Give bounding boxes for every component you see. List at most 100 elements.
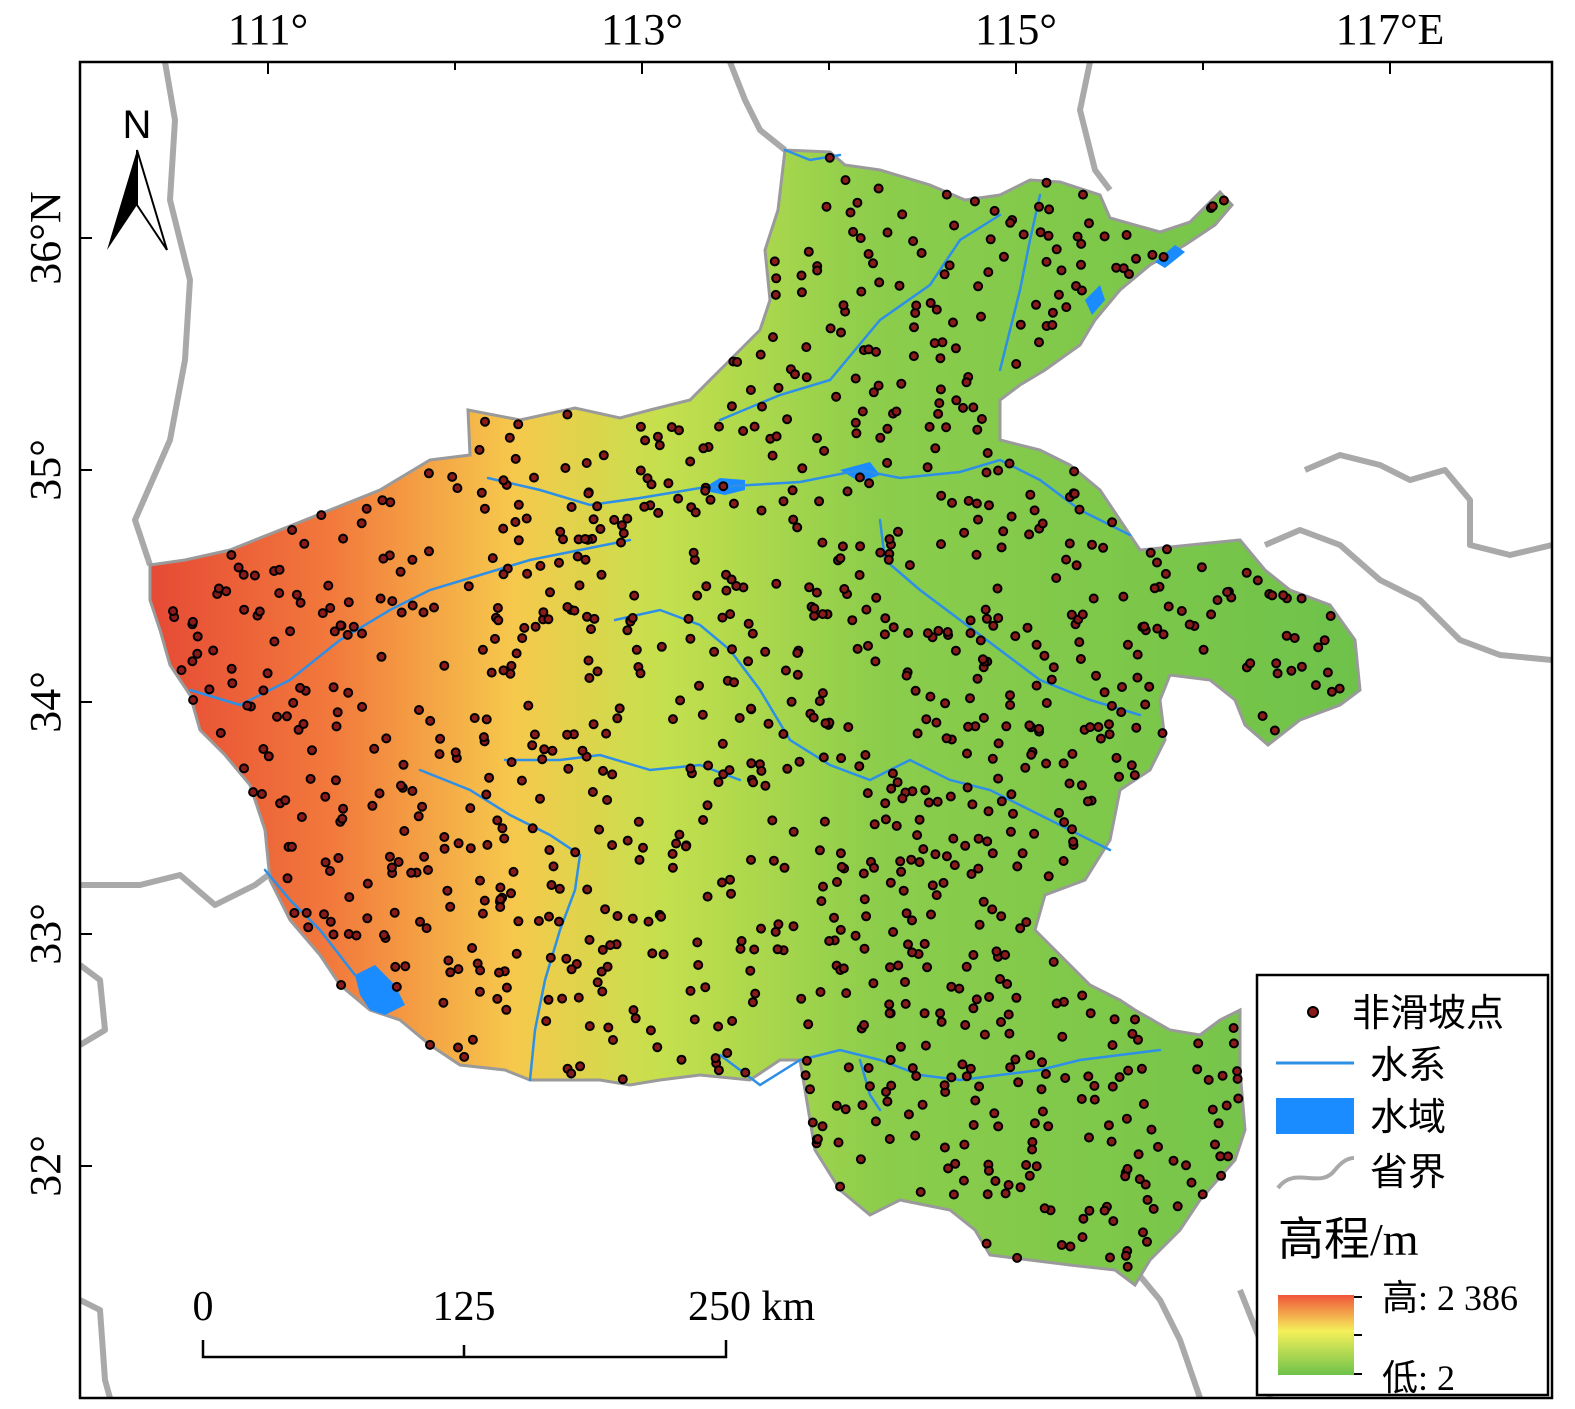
non-landslide-point (1296, 593, 1307, 604)
non-landslide-point (1022, 622, 1033, 633)
non-landslide-point (908, 351, 919, 362)
non-landslide-point (1163, 601, 1174, 612)
non-landslide-point (511, 648, 522, 659)
non-landslide-point (897, 209, 908, 220)
non-landslide-point (274, 564, 285, 575)
non-landslide-point (1077, 609, 1088, 620)
non-landslide-point (756, 923, 766, 934)
non-landslide-point (796, 270, 807, 281)
non-landslide-point (386, 862, 397, 873)
non-landslide-point (982, 448, 993, 458)
non-landslide-point (1012, 1252, 1023, 1263)
non-landslide-point (904, 560, 915, 571)
non-landslide-point (1006, 789, 1017, 800)
non-landslide-point (946, 1072, 957, 1083)
non-landslide-point (969, 196, 980, 207)
non-landslide-point (307, 745, 317, 756)
non-landslide-point (815, 987, 826, 997)
non-landslide-point (949, 220, 960, 231)
non-landslide-point (1076, 780, 1087, 791)
non-landslide-point (873, 380, 884, 391)
non-landslide-point (1120, 1250, 1131, 1261)
non-landslide-point (698, 815, 709, 825)
non-landslide-point (962, 748, 972, 759)
non-landslide-point (884, 1134, 895, 1144)
non-landslide-point (486, 667, 497, 678)
non-landslide-point (812, 433, 822, 444)
non-landslide-point (868, 387, 879, 398)
non-landslide-point (1099, 1205, 1110, 1216)
non-landslide-point (1034, 723, 1044, 734)
non-landslide-point (963, 495, 974, 506)
non-landslide-point (974, 919, 985, 930)
non-landslide-point (569, 605, 580, 616)
non-landslide-point (760, 780, 771, 791)
elevation-color-ramp (1278, 1295, 1354, 1375)
non-landslide-point (192, 631, 203, 642)
non-landslide-point (717, 877, 727, 888)
non-landslide-point (414, 705, 424, 715)
non-landslide-point (1005, 826, 1016, 837)
non-landslide-point (493, 615, 504, 626)
non-landslide-point (987, 904, 998, 915)
non-landslide-point (980, 604, 991, 615)
non-landslide-point (1059, 817, 1070, 828)
non-landslide-point (188, 695, 199, 705)
non-landslide-point (757, 401, 767, 412)
non-landslide-point (357, 701, 368, 712)
non-landslide-point (1010, 631, 1021, 642)
non-landslide-point (864, 478, 875, 489)
non-landslide-point (788, 826, 799, 837)
non-landslide-point (328, 682, 339, 693)
non-landslide-point (671, 838, 682, 849)
lat-label-32: 32° (21, 1135, 70, 1197)
non-landslide-point (805, 1084, 815, 1095)
non-landslide-point (1051, 573, 1062, 583)
non-landslide-point (570, 847, 581, 858)
non-landslide-point (533, 916, 544, 926)
non-landslide-point (1121, 1113, 1132, 1124)
non-landslide-point (1207, 1104, 1218, 1115)
non-landslide-point (586, 624, 596, 635)
non-landslide-point (546, 880, 557, 890)
non-landslide-point (971, 549, 982, 560)
non-landslide-point (959, 1139, 970, 1150)
non-landslide-point (474, 444, 485, 455)
non-landslide-point (950, 645, 961, 656)
non-landslide-point (204, 684, 215, 695)
non-landslide-point (1162, 544, 1172, 555)
non-landslide-point (1037, 1057, 1047, 1068)
non-landslide-point (249, 570, 260, 581)
non-landslide-point (1072, 231, 1083, 242)
non-landslide-point (516, 775, 527, 786)
non-landslide-point (996, 1017, 1006, 1027)
non-landslide-point (443, 955, 454, 966)
non-landslide-point (710, 1053, 721, 1064)
non-landslide-point (693, 960, 704, 970)
non-landslide-point (935, 1008, 946, 1019)
non-landslide-point (601, 728, 612, 739)
non-landslide-point (803, 1019, 814, 1030)
non-landslide-point (1271, 658, 1282, 669)
non-landslide-point (296, 812, 307, 822)
non-landslide-point (857, 406, 868, 417)
non-landslide-point (855, 233, 866, 244)
non-landslide-point (856, 286, 867, 297)
non-landslide-point (782, 763, 793, 774)
non-landslide-point (541, 1016, 552, 1027)
non-landslide-point (1252, 575, 1263, 586)
non-landslide-point (918, 844, 929, 855)
non-landslide-point (725, 874, 735, 885)
non-landslide-point (934, 398, 945, 409)
non-landslide-point (566, 502, 577, 512)
non-landslide-point (984, 992, 995, 1002)
non-landslide-point (692, 590, 703, 601)
non-landslide-point (852, 643, 863, 654)
non-landslide-point (993, 1121, 1004, 1132)
non-landslide-point (584, 1021, 595, 1032)
non-landslide-point (616, 520, 627, 531)
non-landslide-point (882, 1096, 893, 1107)
non-landslide-point (746, 854, 756, 865)
non-landslide-point (622, 625, 633, 636)
non-landslide-point (1210, 1139, 1220, 1150)
